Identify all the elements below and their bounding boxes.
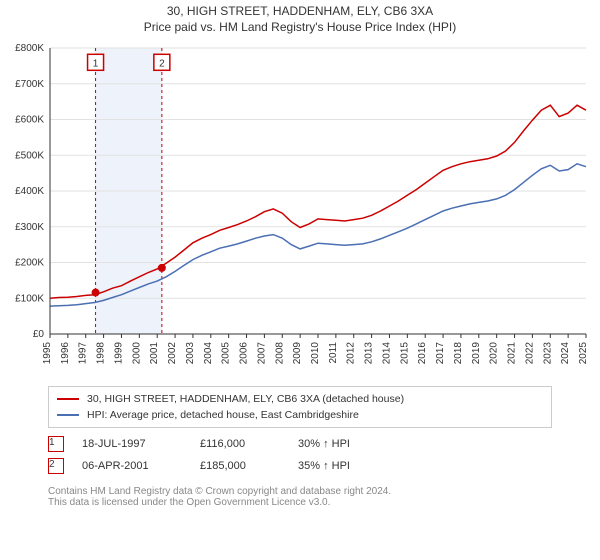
svg-text:2004: 2004 [203, 342, 214, 365]
footer-line: Contains HM Land Registry data © Crown c… [48, 486, 552, 497]
legend-item: 30, HIGH STREET, HADDENHAM, ELY, CB6 3XA… [57, 391, 543, 407]
event-marker: 1 [48, 436, 64, 452]
svg-text:2022: 2022 [524, 342, 535, 365]
event-date: 18-JUL-1997 [82, 438, 182, 450]
event-pct: 30% ↑ HPI [298, 438, 408, 450]
event-price: £116,000 [200, 438, 280, 450]
svg-text:2001: 2001 [149, 342, 160, 365]
event-marker: 2 [48, 458, 64, 474]
svg-text:2013: 2013 [364, 342, 375, 365]
svg-text:2011: 2011 [328, 342, 339, 364]
event-row: 1 18-JUL-1997 £116,000 30% ↑ HPI [48, 436, 552, 452]
svg-text:2016: 2016 [417, 342, 428, 365]
event-pct: 35% ↑ HPI [298, 460, 408, 472]
svg-text:2007: 2007 [256, 342, 267, 365]
event-date: 06-APR-2001 [82, 460, 182, 472]
svg-text:1996: 1996 [60, 342, 71, 365]
legend-swatch [57, 398, 79, 400]
svg-text:1997: 1997 [78, 342, 89, 365]
svg-text:£300K: £300K [15, 222, 44, 233]
svg-text:2024: 2024 [560, 342, 571, 365]
legend-item: HPI: Average price, detached house, East… [57, 407, 543, 423]
chart-subtitle: Price paid vs. HM Land Registry's House … [0, 20, 600, 34]
svg-text:2: 2 [159, 58, 165, 69]
svg-text:2006: 2006 [239, 342, 250, 365]
svg-text:2015: 2015 [399, 342, 410, 365]
price-chart: £0 £100K £200K £300K £400K £500K £600K £700K £80… [0, 40, 600, 380]
svg-text:£800K: £800K [15, 43, 44, 54]
event-row: 2 06-APR-2001 £185,000 35% ↑ HPI [48, 458, 552, 474]
svg-text:2023: 2023 [542, 342, 553, 365]
svg-text:2018: 2018 [453, 342, 464, 365]
svg-text:2008: 2008 [274, 342, 285, 365]
svg-text:2010: 2010 [310, 342, 321, 365]
footer-line: This data is licensed under the Open Gov… [48, 497, 552, 508]
svg-text:2002: 2002 [167, 342, 178, 365]
event-price: £185,000 [200, 460, 280, 472]
svg-text:£600K: £600K [15, 115, 44, 126]
chart-legend: 30, HIGH STREET, HADDENHAM, ELY, CB6 3XA… [48, 386, 552, 428]
legend-label: 30, HIGH STREET, HADDENHAM, ELY, CB6 3XA… [87, 391, 404, 407]
svg-text:2009: 2009 [292, 342, 303, 365]
svg-text:2017: 2017 [435, 342, 446, 365]
svg-text:£100K: £100K [15, 293, 44, 304]
svg-text:2014: 2014 [381, 342, 392, 365]
svg-text:2012: 2012 [346, 342, 357, 365]
svg-text:2003: 2003 [185, 342, 196, 365]
svg-text:£0: £0 [33, 329, 45, 340]
svg-text:1999: 1999 [113, 342, 124, 365]
svg-text:£500K: £500K [15, 150, 44, 161]
svg-text:£700K: £700K [15, 79, 44, 90]
events-table: 1 18-JUL-1997 £116,000 30% ↑ HPI 2 06-AP… [48, 436, 552, 480]
svg-text:1: 1 [93, 58, 99, 69]
svg-text:2025: 2025 [578, 342, 589, 365]
svg-text:2019: 2019 [471, 342, 482, 365]
svg-text:2005: 2005 [221, 342, 232, 365]
svg-text:£200K: £200K [15, 258, 44, 269]
legend-swatch [57, 414, 79, 416]
svg-text:1998: 1998 [96, 342, 107, 365]
svg-text:2000: 2000 [131, 342, 142, 365]
svg-text:2020: 2020 [489, 342, 500, 365]
footer-attribution: Contains HM Land Registry data © Crown c… [48, 486, 552, 508]
legend-label: HPI: Average price, detached house, East… [87, 407, 359, 423]
chart-title: 30, HIGH STREET, HADDENHAM, ELY, CB6 3XA [0, 4, 600, 18]
svg-text:2021: 2021 [507, 342, 518, 365]
svg-text:£400K: £400K [15, 186, 44, 197]
svg-text:1995: 1995 [42, 342, 53, 365]
